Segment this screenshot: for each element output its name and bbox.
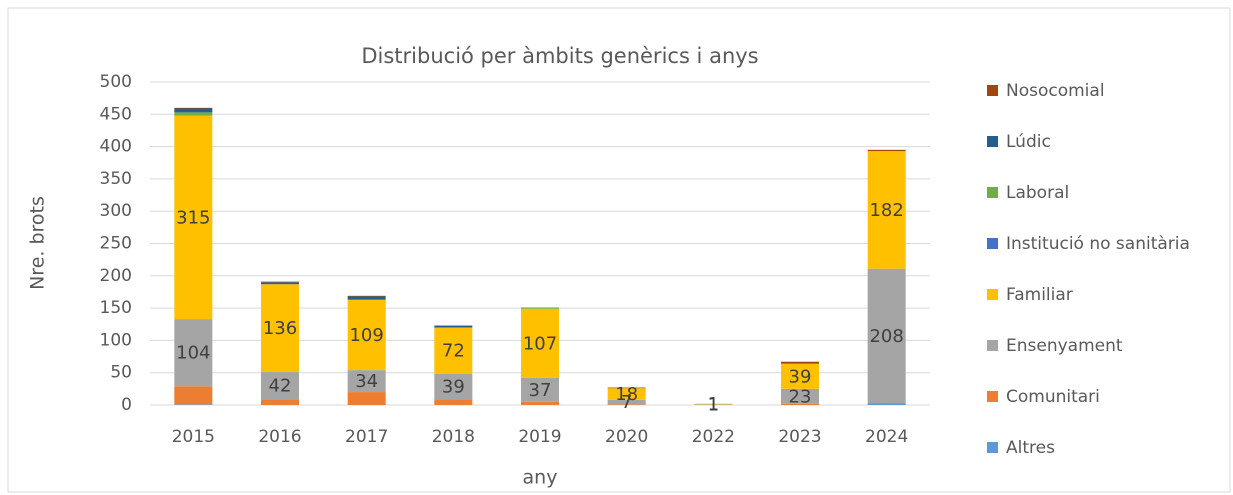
chart-title: Distribució per àmbits genèrics i anys: [361, 44, 758, 68]
y-tick-label: 100: [100, 330, 132, 350]
legend-swatch: [987, 85, 998, 96]
bar-segment: [347, 296, 386, 300]
bar-segment: [261, 282, 299, 285]
legend-swatch: [987, 289, 998, 300]
bar-segment: [261, 284, 299, 373]
bar-segment: [867, 149, 906, 152]
bar-segment: [434, 327, 473, 374]
bar-segment: [521, 377, 559, 402]
bar-segment: [867, 268, 906, 404]
y-tick-label: 250: [100, 234, 132, 254]
y-tick-label: 450: [100, 104, 132, 124]
data-label: 39: [789, 366, 812, 387]
bar-segment: [694, 403, 733, 405]
data-label: 109: [349, 325, 383, 346]
bar-segment: [174, 319, 213, 387]
bar-segment: [521, 307, 559, 309]
legend-label: Lúdic: [1006, 132, 1051, 152]
legend-label: Altres: [1006, 438, 1055, 458]
x-tick-label: 2024: [865, 427, 908, 447]
x-tick-label: 2019: [518, 427, 561, 447]
y-tick-label: 300: [100, 201, 132, 221]
data-label: 208: [869, 326, 903, 347]
bar-segment: [174, 386, 213, 405]
data-label: 107: [523, 333, 557, 354]
bar-segment: [434, 399, 473, 405]
bar-segment: [607, 387, 646, 389]
bar-segment: [607, 399, 646, 405]
data-label: 34: [355, 371, 378, 392]
legend-label: Laboral: [1006, 183, 1069, 203]
bar-segment: [781, 361, 819, 364]
x-tick-label: 2017: [345, 427, 388, 447]
x-tick-label: 2018: [432, 427, 475, 447]
data-label: 315: [176, 207, 210, 228]
x-tick-label: 2016: [258, 427, 301, 447]
bar-segment: [174, 115, 213, 320]
bar-segment: [174, 112, 213, 116]
bar-segment: [261, 372, 299, 400]
bar-segment: [347, 370, 386, 393]
bar-segment: [607, 404, 646, 405]
x-tick-label: 2023: [778, 427, 821, 447]
y-tick-label: 0: [121, 395, 132, 415]
y-tick-label: 500: [100, 72, 132, 92]
legend-swatch: [987, 340, 998, 351]
data-label: 37: [529, 380, 552, 401]
bar-segment: [781, 363, 819, 389]
data-label: 182: [869, 200, 903, 221]
data-label: 72: [442, 341, 465, 362]
bar-segment: [867, 403, 906, 405]
legend-swatch: [987, 238, 998, 249]
data-label: 23: [789, 386, 812, 407]
legend-swatch: [987, 442, 998, 453]
y-tick-label: 350: [100, 169, 132, 189]
data-label: 104: [176, 343, 210, 364]
y-tick-label: 200: [100, 266, 132, 286]
bar-segment: [781, 388, 819, 404]
legend-swatch: [987, 391, 998, 402]
bar-segment: [521, 308, 559, 378]
legend-label: Ensenyament: [1006, 336, 1123, 356]
legend-label: Nosocomial: [1006, 81, 1105, 101]
bar-segment: [434, 373, 473, 400]
legend-label: Comunitari: [1006, 387, 1100, 407]
data-label: 18: [615, 384, 638, 405]
x-axis-label: any: [523, 467, 558, 489]
y-tick-label: 400: [100, 137, 132, 157]
x-tick-label: 2022: [692, 427, 735, 447]
data-label: 39: [442, 377, 465, 398]
bar-segment: [347, 392, 386, 405]
bar-segment: [781, 363, 819, 364]
bar-segment: [347, 299, 386, 371]
data-label: 1: [708, 395, 719, 416]
x-tick-label: 2020: [605, 427, 648, 447]
data-label: 42: [269, 376, 292, 397]
x-tick-label: 2015: [172, 427, 215, 447]
y-axis-label: Nre. brots: [27, 196, 49, 290]
bar-segment: [434, 325, 473, 328]
bar-segment: [521, 401, 559, 405]
bar-segment: [781, 403, 819, 405]
bar-segment: [261, 399, 299, 405]
legend-label: Familiar: [1006, 285, 1073, 305]
y-tick-label: 50: [110, 363, 132, 383]
legend-swatch: [987, 136, 998, 147]
bar-segment: [261, 281, 299, 283]
data-label: 1: [708, 394, 719, 415]
bar-segment: [867, 151, 906, 269]
bar-segment: [347, 295, 386, 297]
legend-swatch: [987, 187, 998, 198]
y-tick-label: 150: [100, 298, 132, 318]
data-label: 7: [621, 392, 632, 413]
data-label: 136: [263, 318, 297, 339]
bar-segment: [174, 404, 213, 405]
bar-segment: [174, 107, 213, 109]
bar-segment: [694, 404, 733, 405]
bar-segment: [174, 108, 213, 113]
bar-segment: [607, 388, 646, 400]
legend-label: Institució no sanitària: [1006, 234, 1190, 254]
